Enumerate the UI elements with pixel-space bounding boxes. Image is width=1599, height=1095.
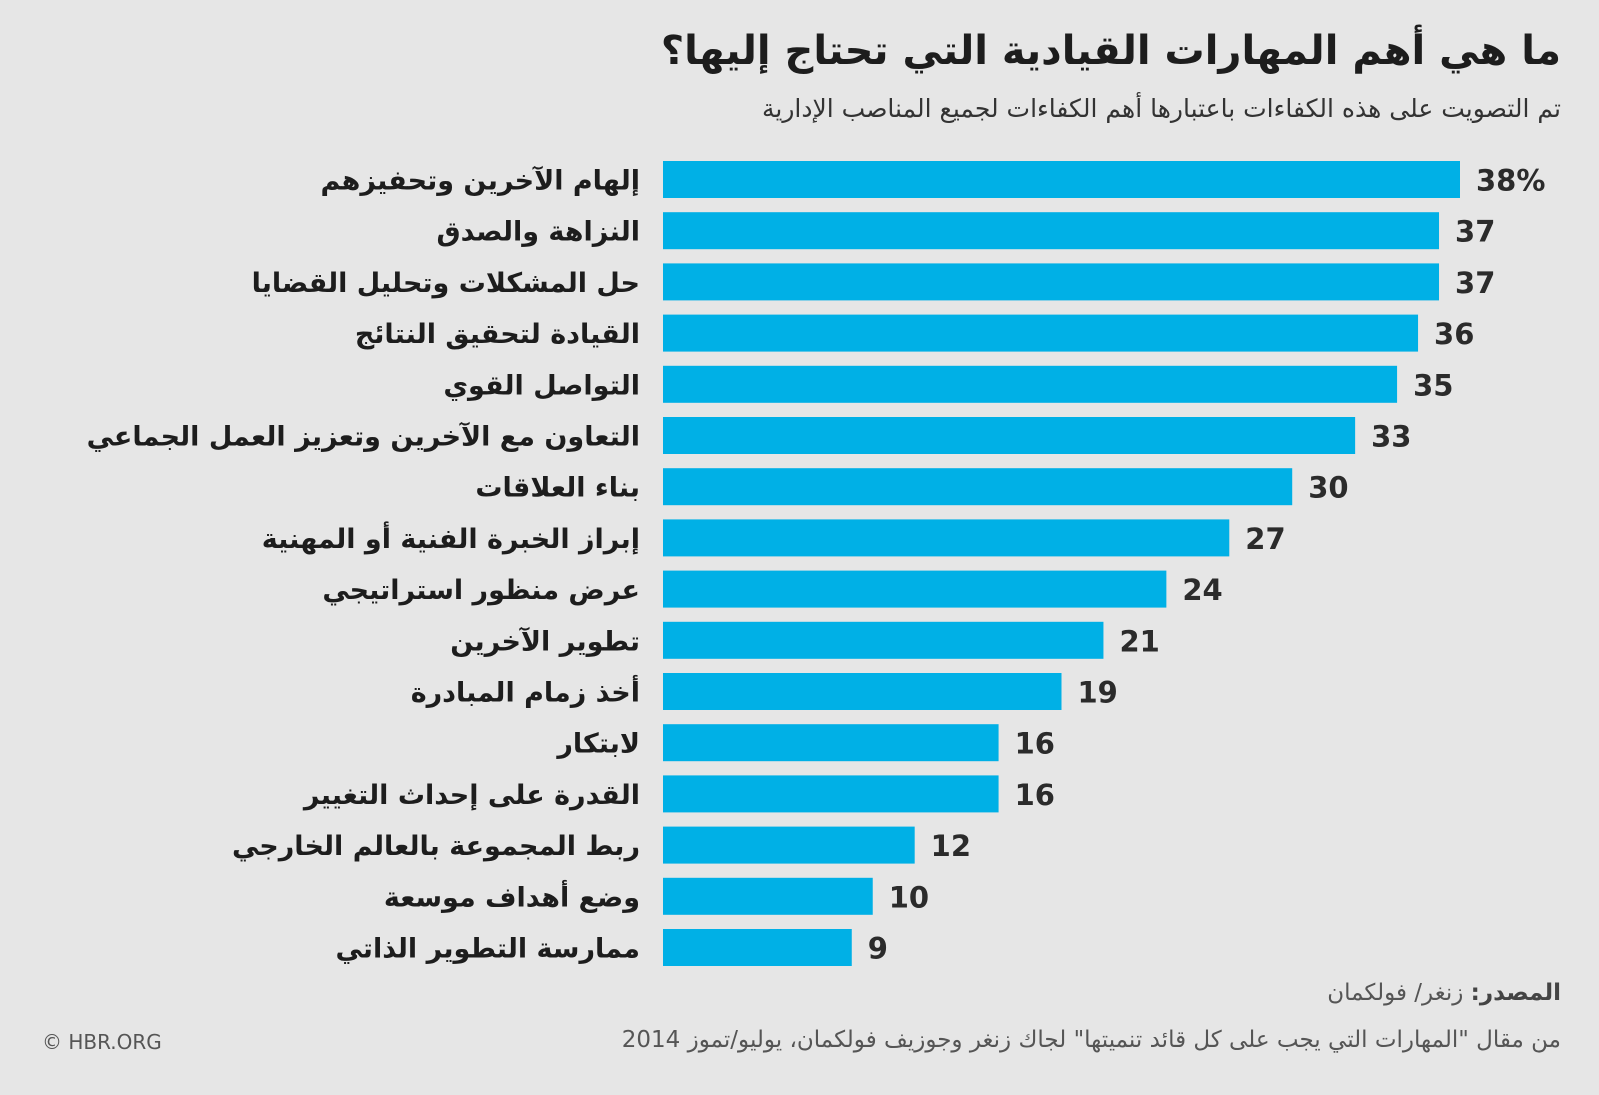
- value-label-9: 24: [1182, 573, 1222, 607]
- bar-14: [663, 826, 915, 864]
- category-label-8: إبراز الخبرة الفنية أو المهنية: [262, 521, 640, 555]
- category-label-5: التواصل القوي: [443, 370, 640, 401]
- source-note: المصدر: زنغر/ فولكمان: [1327, 980, 1561, 1006]
- bar-4: [663, 314, 1419, 352]
- credit-text: © HBR.ORG: [42, 1030, 162, 1054]
- value-label-15: 10: [889, 880, 929, 914]
- bar-13: [663, 775, 999, 813]
- category-label-14: ربط المجموعة بالعالم الخارجي: [232, 831, 640, 862]
- value-label-5: 35: [1413, 368, 1453, 402]
- bar-16: [663, 929, 852, 966]
- category-label-12: لابتكار: [555, 729, 640, 760]
- value-label-6: 33: [1371, 420, 1411, 454]
- bar-3: [663, 263, 1440, 301]
- bar-10: [663, 621, 1104, 659]
- value-label-8: 27: [1245, 522, 1285, 556]
- category-label-6: التعاون مع الآخرين وتعزيز العمل الجماعي: [87, 422, 640, 453]
- bar-2: [663, 212, 1440, 250]
- category-label-16: ممارسة التطوير الذاتي: [335, 934, 640, 965]
- bar-12: [663, 724, 999, 762]
- bar-7: [663, 468, 1293, 506]
- source-text: زنغر/ فولكمان: [1327, 980, 1464, 1006]
- category-label-15: وضع أهداف موسعة: [384, 879, 640, 913]
- category-label-7: بناء العلاقات: [475, 473, 640, 504]
- bar-11: [663, 673, 1062, 710]
- category-label-3: حل المشكلات وتحليل القضايا: [252, 268, 640, 299]
- bar-chart: 38% إلهام الآخرين وتحفيزهم 37 النزاهة والصد…: [87, 161, 1545, 966]
- bar-9: [663, 570, 1167, 608]
- chart-title: ما هي أهم المهارات القيادية التي تحتاج إ…: [660, 28, 1561, 74]
- source-label: المصدر:: [1470, 980, 1561, 1006]
- bar-8: [663, 519, 1230, 557]
- category-label-11: أخذ زمام المبادرة: [411, 675, 640, 709]
- value-label-1: 38%: [1476, 164, 1545, 198]
- article-note: من مقال "المهارات التي يجب على كل قائد ت…: [621, 1027, 1561, 1053]
- value-label-10: 21: [1119, 624, 1159, 658]
- value-label-13: 16: [1015, 778, 1055, 812]
- category-label-4: القيادة لتحقيق النتائج: [355, 319, 640, 350]
- category-label-9: عرض منظور استراتيجي: [322, 575, 640, 606]
- value-label-12: 16: [1015, 727, 1055, 761]
- category-label-2: النزاهة والصدق: [437, 217, 640, 248]
- value-label-4: 36: [1434, 317, 1474, 351]
- value-label-14: 12: [931, 829, 971, 863]
- bar-15: [663, 877, 873, 915]
- bar-1: [663, 161, 1460, 198]
- value-label-11: 19: [1078, 676, 1118, 710]
- category-label-13: القدرة على إحداث التغيير: [302, 780, 640, 811]
- bar-5: [663, 365, 1398, 403]
- value-label-3: 37: [1455, 266, 1495, 300]
- value-label-2: 37: [1455, 215, 1495, 249]
- bar-6: [663, 417, 1356, 454]
- category-label-1: إلهام الآخرين وتحفيزهم: [320, 166, 640, 197]
- category-label-10: تطوير الآخرين: [450, 626, 640, 657]
- value-label-7: 30: [1308, 471, 1348, 505]
- value-label-16: 9: [868, 932, 888, 966]
- chart-subtitle: تم التصويت على هذه الكفاءات باعتبارها أه…: [761, 94, 1561, 123]
